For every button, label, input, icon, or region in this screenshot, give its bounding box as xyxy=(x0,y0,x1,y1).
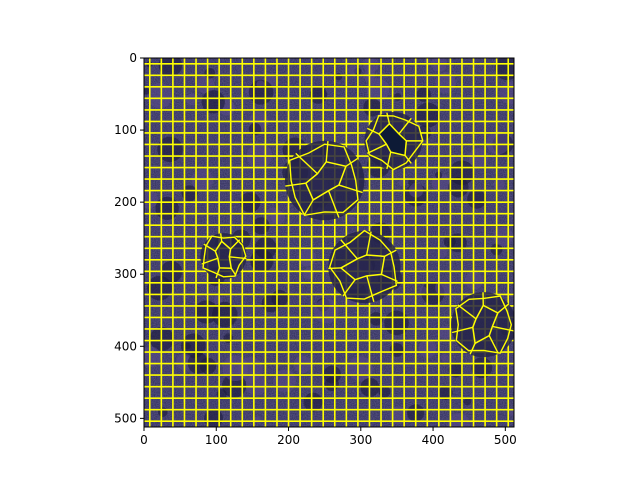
texture-patch xyxy=(384,310,409,336)
region-boundary xyxy=(492,325,514,332)
region-fill xyxy=(451,292,514,358)
region-outline xyxy=(288,143,359,217)
region-fill xyxy=(328,230,401,304)
texture-patch xyxy=(248,122,262,136)
region-boundary xyxy=(488,335,499,354)
y-tick-label: 200 xyxy=(114,195,137,209)
texture-patch xyxy=(348,65,358,75)
y-tick-label: 300 xyxy=(114,267,137,281)
y-tick-label: 100 xyxy=(114,123,137,137)
region-cell xyxy=(304,160,347,202)
x-tick-label: 100 xyxy=(205,433,228,447)
texture-patch xyxy=(144,190,158,209)
axes-frame xyxy=(143,57,515,428)
y-axis: 0 100 200 300 400 500 xyxy=(114,51,144,425)
y-tick-label: 500 xyxy=(114,411,137,425)
y-tick-label: 0 xyxy=(129,51,137,65)
superpixel-regions xyxy=(200,111,514,358)
region-boundary xyxy=(386,112,391,124)
x-tick-label: 400 xyxy=(422,433,445,447)
region-boundary xyxy=(398,117,412,135)
texture-patch xyxy=(486,131,510,155)
region-outline xyxy=(202,235,247,278)
texture-patch xyxy=(369,312,383,326)
texture-patch xyxy=(493,178,505,190)
region-boundary xyxy=(338,184,363,194)
texture-patch xyxy=(437,247,448,259)
texture-patch xyxy=(185,93,198,106)
texture-patch xyxy=(204,67,216,79)
region-boundary xyxy=(340,239,358,260)
texture-patch xyxy=(146,83,173,109)
texture-patch xyxy=(158,58,183,77)
image-area xyxy=(144,58,514,427)
region-outline xyxy=(365,115,424,171)
region-boundary xyxy=(386,151,392,170)
texture-patch xyxy=(191,169,214,191)
texture-patch xyxy=(419,286,427,294)
texture-patch xyxy=(261,294,280,313)
region-cell xyxy=(214,240,233,269)
region-boundary xyxy=(366,275,375,302)
texture-patch xyxy=(348,216,355,223)
region-boundary xyxy=(457,304,477,320)
region-boundary xyxy=(345,157,359,167)
texture-patch xyxy=(204,408,223,427)
texture-patch xyxy=(438,385,453,400)
region-cell xyxy=(339,254,386,281)
region-cell xyxy=(378,122,408,157)
region-cell xyxy=(472,304,499,345)
texture-patch xyxy=(508,409,514,417)
region-boundary xyxy=(327,190,340,218)
x-axis: 0 100 200 300 400 500 xyxy=(140,427,517,447)
texture-patch xyxy=(155,196,179,221)
texture-patch xyxy=(389,406,408,424)
region-boundary xyxy=(497,303,510,314)
texture-patch xyxy=(213,296,223,305)
texture-patch xyxy=(499,81,514,105)
texture-patch xyxy=(144,88,150,95)
texture-patch xyxy=(157,407,168,417)
texture-patch xyxy=(447,413,470,427)
region-boundary xyxy=(366,143,387,155)
region-outline xyxy=(328,229,398,300)
y-tick-label: 400 xyxy=(114,339,137,353)
region-boundary xyxy=(469,343,476,355)
texture-patch xyxy=(463,397,472,406)
x-tick-label: 0 xyxy=(140,433,148,447)
region-boundary xyxy=(285,182,306,187)
texture-patch xyxy=(467,189,487,209)
region-boundary xyxy=(365,231,372,256)
texture-patch xyxy=(196,75,215,94)
texture-patch xyxy=(250,249,274,273)
x-tick-label: 200 xyxy=(277,433,300,447)
texture-patch xyxy=(448,177,469,198)
region-fill xyxy=(284,140,365,221)
region-boundary xyxy=(201,257,219,265)
texture-patch xyxy=(448,363,463,378)
texture-patch xyxy=(334,73,343,81)
texture-patch xyxy=(393,93,402,101)
texture-patch xyxy=(181,185,198,202)
region-boundary xyxy=(451,326,473,334)
texture-patch xyxy=(416,87,431,102)
texture-patch xyxy=(363,58,379,73)
texture-patch xyxy=(440,353,449,362)
texture-patch xyxy=(471,357,493,379)
region-outline xyxy=(455,295,513,354)
texture-patch xyxy=(363,98,382,117)
texture-patch xyxy=(223,333,234,344)
x-tick-label: 300 xyxy=(349,433,372,447)
texture-patch xyxy=(366,78,390,102)
texture-patch xyxy=(303,392,323,412)
texture-patch xyxy=(222,355,249,382)
region-boundary xyxy=(381,273,398,282)
region-boundary xyxy=(303,199,314,216)
x-tick-label: 500 xyxy=(494,433,517,447)
texture-patch xyxy=(494,58,514,81)
region-boundary xyxy=(215,267,221,279)
